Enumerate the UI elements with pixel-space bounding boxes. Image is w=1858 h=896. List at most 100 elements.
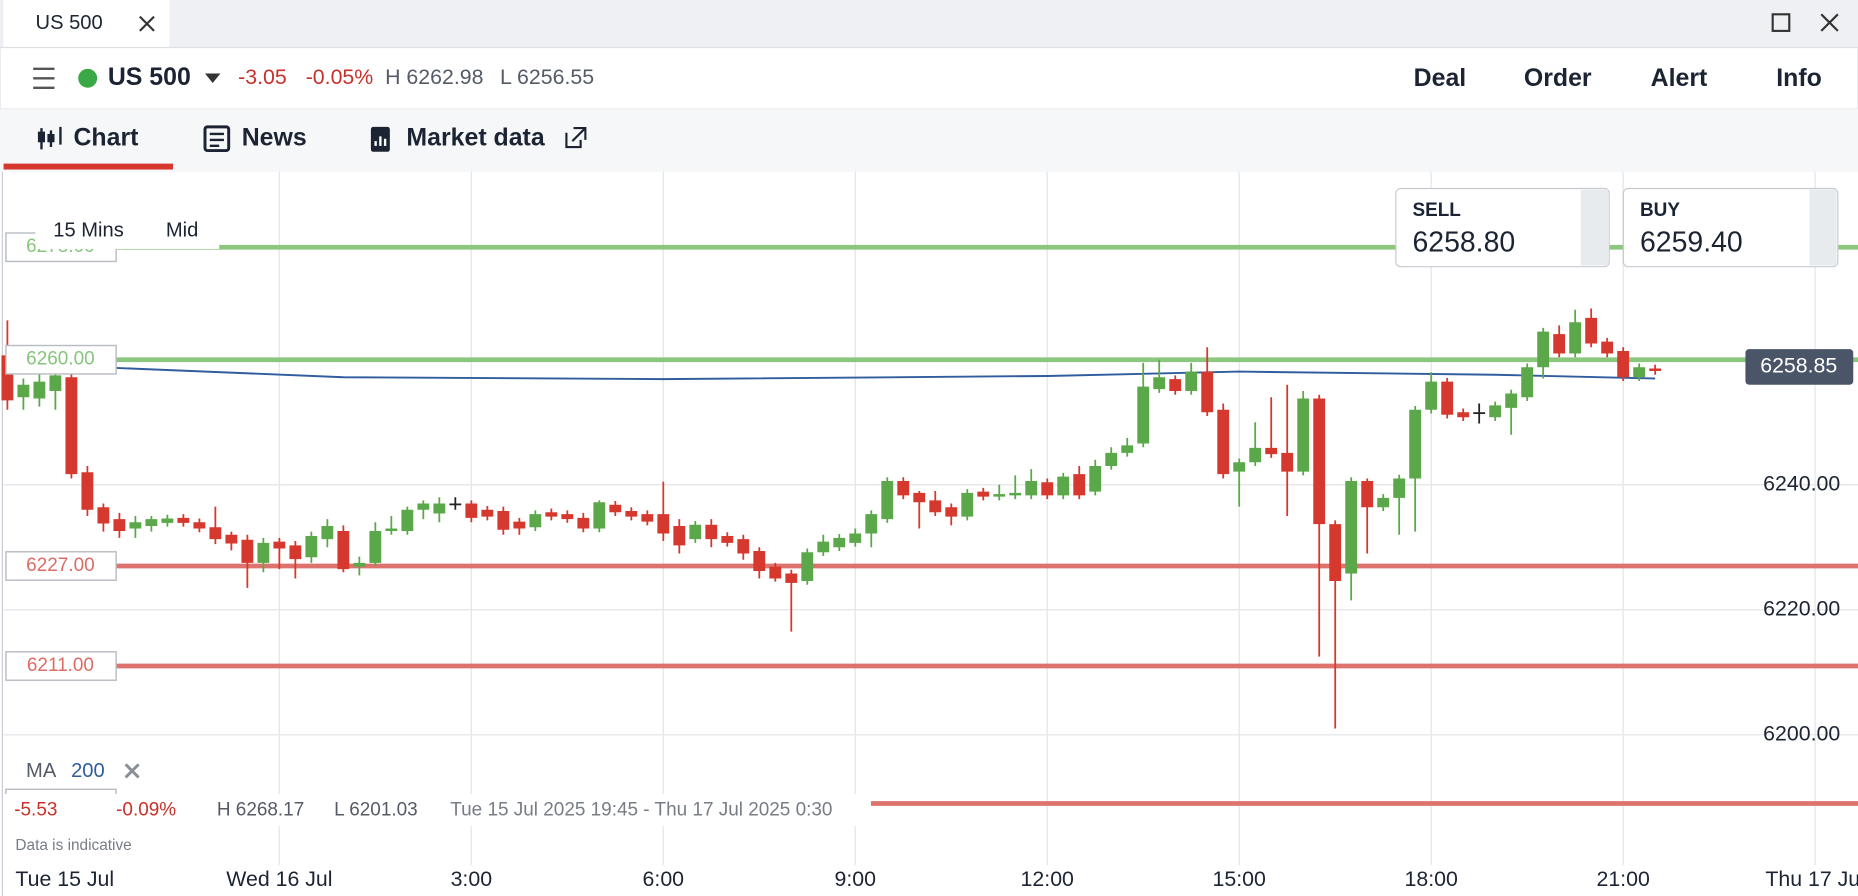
- tab-label[interactable]: Chart: [73, 123, 138, 151]
- dropdown-icon[interactable]: [204, 73, 221, 84]
- candle-body: [385, 528, 398, 532]
- maximize-icon[interactable]: [1771, 13, 1791, 32]
- chart-area: [3, 171, 1858, 896]
- candle-body: [817, 541, 830, 553]
- candle-body: [1473, 412, 1486, 415]
- candle-body: [1265, 447, 1278, 455]
- candle-body: [1585, 317, 1598, 344]
- ma-period[interactable]: 200: [71, 760, 105, 782]
- x-tick-label: Wed 16 Jul: [226, 867, 332, 891]
- candle-body: [449, 503, 462, 506]
- candle-body: [849, 533, 862, 543]
- last-price-label: 6258.85: [1760, 354, 1837, 378]
- candle-body: [1409, 409, 1422, 479]
- x-tick-label: 15:00: [1213, 867, 1266, 891]
- tab-close-icon[interactable]: [139, 15, 155, 32]
- candle-body: [929, 500, 942, 513]
- action-button[interactable]: Alert: [1651, 64, 1708, 92]
- action-button[interactable]: Info: [1776, 64, 1822, 92]
- buy-label: BUY: [1640, 200, 1680, 221]
- price-type[interactable]: Mid: [166, 219, 198, 241]
- candle-body: [977, 491, 990, 497]
- active-tab-indicator: [3, 163, 174, 170]
- candle-body: [673, 526, 686, 546]
- level-label: 6260.00: [26, 349, 94, 370]
- candle-body: [1121, 445, 1134, 453]
- external-link-icon[interactable]: [565, 126, 587, 149]
- candle-body: [257, 542, 270, 563]
- candle-body: [1377, 497, 1390, 508]
- candle-body: [785, 573, 798, 583]
- candle-body: [865, 514, 878, 534]
- candle-body: [305, 536, 318, 558]
- candle-body: [1345, 481, 1358, 574]
- day-high: H 6262.98: [385, 65, 483, 89]
- buy-button[interactable]: [1622, 187, 1839, 268]
- candle-body: [1009, 492, 1022, 496]
- interval[interactable]: 15 Mins: [53, 219, 123, 241]
- candle-body: [1073, 474, 1086, 496]
- candle-body: [1569, 322, 1582, 354]
- interval-panel: [35, 213, 220, 249]
- ma-remove-icon[interactable]: [124, 763, 140, 779]
- market-status-dot: [78, 68, 98, 88]
- candle-body: [609, 504, 622, 513]
- candle-body: [1233, 462, 1246, 472]
- candle-body: [961, 492, 974, 517]
- tab-label[interactable]: Market data: [406, 123, 544, 151]
- candle-body: [1329, 524, 1342, 582]
- candle-body: [433, 503, 446, 514]
- candle-body: [401, 509, 414, 532]
- candle-body: [1217, 409, 1230, 475]
- chart-icon: [37, 131, 46, 143]
- y-tick-label: 6220.00: [1763, 596, 1840, 620]
- candle-body: [241, 539, 254, 563]
- candle-body: [1361, 481, 1374, 508]
- candle-body: [209, 527, 222, 540]
- candle-body: [161, 518, 174, 523]
- close-icon[interactable]: [1820, 13, 1839, 32]
- instrument-name[interactable]: US 500: [108, 63, 191, 91]
- candle-body: [273, 541, 286, 549]
- candle-body: [625, 511, 638, 517]
- sell-button[interactable]: [1395, 187, 1610, 268]
- summary-high: H 6268.17: [217, 800, 304, 821]
- candle-body: [1137, 386, 1150, 444]
- candle-body: [945, 507, 958, 517]
- level-label-box: [5, 651, 117, 681]
- level-label: 6227.00: [26, 555, 94, 576]
- candle-body: [513, 521, 526, 529]
- x-tick-label: 9:00: [835, 867, 877, 891]
- candle-body: [705, 524, 718, 540]
- candle-body: [225, 534, 238, 544]
- tab-label[interactable]: News: [242, 123, 307, 151]
- candle-body: [1505, 393, 1518, 408]
- candle-body: [881, 481, 894, 520]
- window-tab[interactable]: [3, 0, 170, 48]
- candle-body: [289, 545, 302, 560]
- candle-body: [1425, 381, 1438, 410]
- overlay: 15 Mins Mid SELL 6258.80 BUY 6259.40 MA …: [3, 187, 1839, 854]
- candle-body: [769, 566, 782, 579]
- candle-body: [1169, 379, 1182, 391]
- candle-body: [145, 519, 158, 527]
- action-button[interactable]: Order: [1524, 64, 1592, 92]
- day-low: L 6256.55: [500, 65, 594, 89]
- action-button[interactable]: Deal: [1414, 64, 1467, 92]
- candle-body: [801, 552, 814, 582]
- candle-body: [1537, 331, 1550, 368]
- candle-body: [481, 509, 494, 517]
- candle-body: [369, 531, 382, 563]
- candle-body: [721, 536, 734, 543]
- candle-body: [1249, 447, 1262, 463]
- x-tick-label: 6:00: [643, 867, 685, 891]
- candle-body: [129, 522, 142, 529]
- candle-body: [1025, 481, 1038, 496]
- summary-low: L 6201.03: [334, 800, 418, 821]
- candle-body: [1393, 478, 1406, 498]
- buy-price: 6259.40: [1640, 227, 1743, 259]
- candle-body: [465, 503, 478, 518]
- y-tick-label: 6200.00: [1763, 721, 1840, 745]
- moving-average: [7, 362, 1656, 381]
- menu-icon[interactable]: [33, 67, 55, 89]
